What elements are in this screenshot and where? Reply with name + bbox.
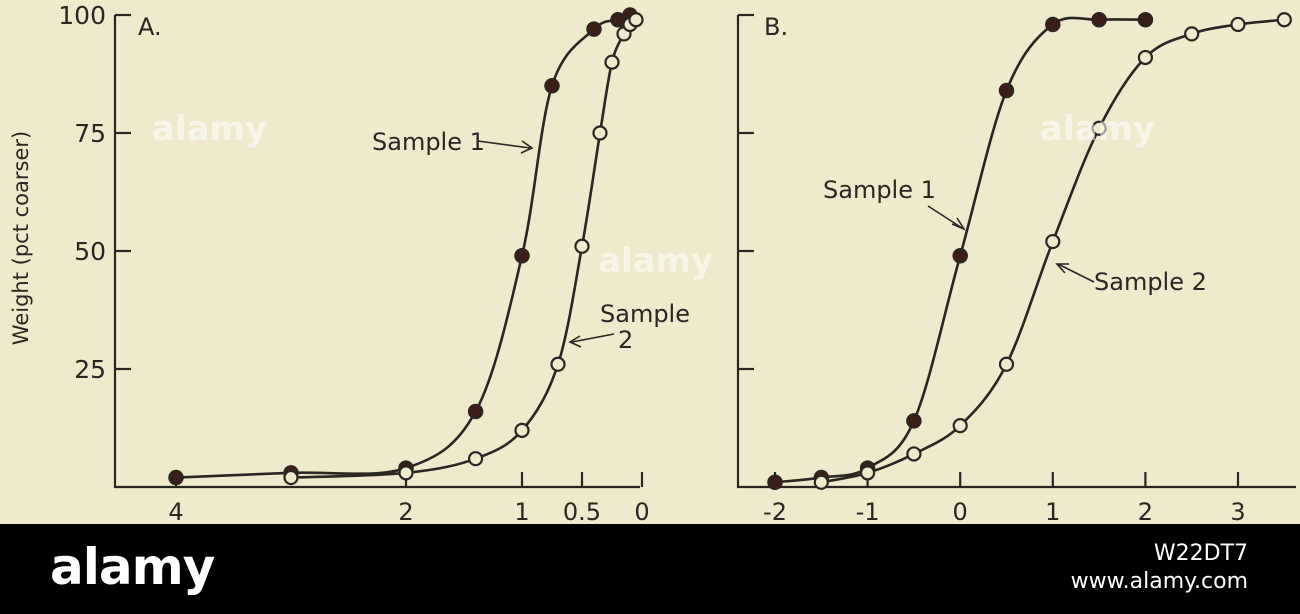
panel-b-series-2-point-3 [952, 418, 968, 434]
panel-a-sample2-label-line-1: Sample [600, 300, 690, 328]
panel-b-series-1-point-8 [1137, 11, 1154, 28]
panel-a-xticks: 4 2 1 0.5 0 [168, 472, 650, 524]
panel-b-xtick-label-1: -1 [856, 498, 880, 524]
panel-a-sample2-arrowhead [568, 335, 582, 348]
panel-a-xtick-label-2: 1 [514, 498, 529, 524]
panel-b-xtick-label-2: 0 [953, 498, 968, 524]
panel-b-label: B. [764, 13, 788, 41]
panel-a-series-2-point-4 [550, 356, 566, 372]
panel-b-series-1-point-0 [767, 474, 783, 491]
panel-a-series-2-point-3 [514, 422, 530, 438]
panel-a-sample2-label: Sample 2 [600, 300, 690, 354]
panel-a-ytick-label-25: 25 [74, 355, 106, 384]
panel-a-ytick-label-50: 50 [74, 237, 106, 266]
panel-a-series-2-point-10 [628, 12, 644, 28]
panel-a-sample1-arrow [477, 140, 531, 149]
panel-a-xtick-label-3: 0.5 [563, 498, 601, 524]
panel-a-ytick-label-75: 75 [74, 119, 106, 148]
panel-b-series-2-point-0 [813, 474, 829, 490]
panel-a-series-2-point-7 [604, 54, 620, 70]
panel-b-series-2-point-8 [1184, 26, 1200, 42]
panel-a-series-1-point-5 [544, 78, 560, 94]
panel-a-series-2-point-1 [398, 465, 414, 481]
panel-b-xtick-label-3: 1 [1045, 498, 1060, 524]
panel-b-series-2-point-5 [1045, 233, 1061, 250]
panel-b-series [767, 11, 1292, 491]
panel-b-series-2-point-10 [1276, 12, 1292, 28]
panel-b-series-2-line [820, 18, 1286, 484]
panel-b-series-1-point-6 [1045, 16, 1061, 33]
y-axis-label: Weight (pct coarser) [9, 131, 33, 345]
watermark-3: alamy [1040, 109, 1155, 149]
panel-a-xtick-label-4: 0 [634, 498, 649, 524]
watermark-2: alamy [598, 241, 713, 281]
panel-a-series-1-point-4 [514, 247, 530, 264]
panel-a-sample2-label-line-2: 2 [618, 326, 633, 354]
panel-b-series-2-point-4 [998, 356, 1015, 372]
panel-a-series-2-point-2 [468, 451, 484, 467]
panel-b-series-2-point-6 [1091, 120, 1107, 136]
panel-a-series-1-line [174, 13, 632, 479]
panel-b-series-2-point-9 [1230, 16, 1246, 33]
panel-a-series-1-point-6 [586, 21, 602, 37]
panel-b-series-1-point-5 [998, 82, 1015, 99]
panel-a-series-2-point-0 [283, 469, 299, 486]
panel-b-series-2-point-7 [1137, 49, 1154, 66]
alamy-banner: alamy W22DT7 www.alamy.com [0, 524, 1300, 614]
panel-a-series [168, 7, 644, 486]
panel-b-series-2-point-1 [859, 465, 876, 481]
panel-b-series-1-point-4 [952, 247, 968, 264]
panel-b-sample2-arrow [1057, 263, 1095, 283]
panel-b-xtick-label-0: -2 [763, 498, 787, 524]
alamy-url: www.alamy.com [1070, 569, 1248, 594]
watermark-1: alamy [152, 109, 267, 149]
panel-a-label: A. [138, 13, 162, 41]
panel-b-series-1-point-3 [906, 413, 922, 429]
panel-a: A. Weight (pct coarser) 25 50 75 100 4 2 1 0.5… [9, 1, 690, 524]
panel-a-xtick-label-1: 2 [398, 498, 413, 524]
panel-a-sample1-label: Sample 1 [372, 128, 485, 156]
panel-a-series-2-point-5 [574, 238, 590, 254]
panel-a-sample2-arrow [571, 333, 615, 343]
panel-b-xticks: -2 -1 0 1 2 3 [763, 472, 1246, 524]
panel-b-axes [736, 15, 1296, 489]
watermarks: alamy alamy alamy [152, 109, 1155, 281]
panel-b-series-1-point-7 [1091, 11, 1107, 28]
panel-a-ytick-labels: 25 50 75 100 [58, 1, 106, 384]
image-id: W22DT7 [1153, 541, 1248, 566]
panel-b-sample2-label: Sample 2 [1094, 268, 1207, 296]
panel-b-xtick-label-5: 3 [1230, 498, 1245, 524]
panel-b: B. -2 -1 0 1 2 3 Sample 1 Sample 2 [736, 11, 1296, 524]
panel-b-sample1-arrow [927, 205, 963, 229]
panel-a-axes [113, 15, 640, 489]
panel-a-ytick-label-100: 100 [58, 1, 106, 30]
panel-b-series-2-point-2 [906, 446, 922, 462]
panel-a-series-2-point-6 [592, 125, 608, 141]
panel-a-series-1-point-0 [168, 469, 184, 486]
panel-a-series-1-point-3 [467, 403, 484, 420]
panel-a-xtick-label-0: 4 [168, 498, 183, 524]
panel-b-xtick-label-4: 2 [1138, 498, 1153, 524]
image-id-block: W22DT7 www.alamy.com [1071, 540, 1248, 596]
panel-b-sample2-arrowhead [1055, 263, 1069, 274]
panel-b-sample1-label: Sample 1 [823, 176, 936, 204]
panel-a-sample1-arrowhead [520, 140, 534, 154]
panel-b-sample1-arrowhead [951, 217, 967, 231]
alamy-logo: alamy [50, 538, 215, 596]
